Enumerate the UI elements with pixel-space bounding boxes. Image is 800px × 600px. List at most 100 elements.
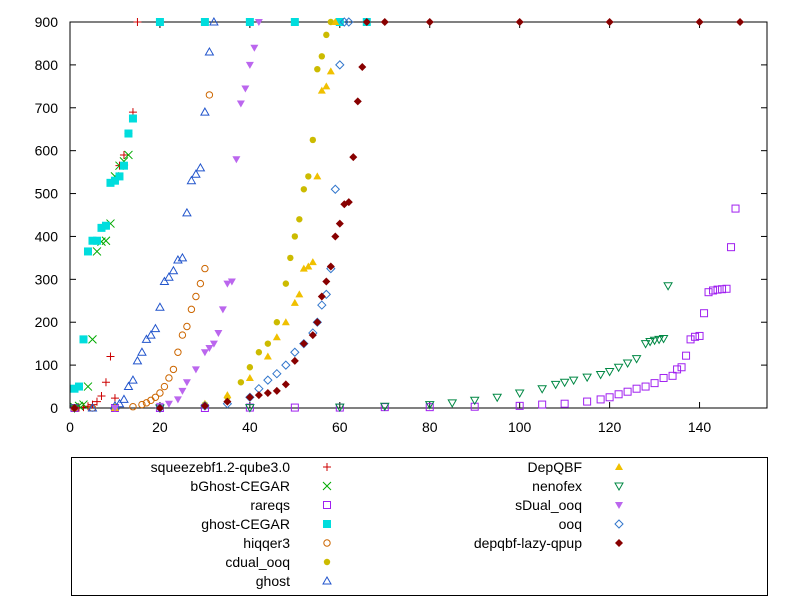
data-point bbox=[290, 356, 299, 365]
legend-label: depqbf-lazy-qpup bbox=[474, 535, 582, 551]
legend-label: ghost-CEGAR bbox=[201, 516, 290, 532]
data-point bbox=[246, 364, 254, 371]
data-point bbox=[92, 247, 102, 256]
data-point bbox=[146, 330, 156, 339]
data-point bbox=[344, 198, 353, 207]
data-point bbox=[164, 400, 173, 408]
data-point bbox=[236, 100, 245, 108]
data-point bbox=[677, 363, 686, 372]
data-point bbox=[731, 204, 740, 213]
data-point bbox=[160, 382, 169, 391]
data-point bbox=[137, 347, 147, 356]
data-point bbox=[604, 368, 615, 377]
data-point bbox=[645, 338, 655, 347]
data-point bbox=[290, 347, 300, 357]
data-point bbox=[425, 403, 434, 412]
legend-label: rareqs bbox=[250, 497, 290, 513]
data-point bbox=[335, 219, 344, 228]
data-point bbox=[83, 247, 92, 256]
data-point bbox=[447, 399, 458, 408]
data-point bbox=[331, 232, 340, 241]
data-point bbox=[195, 162, 206, 172]
data-point bbox=[187, 305, 196, 314]
tick-labels: 0 20 40 60 80 100 120 140 0 100 200 300 400 500 600 700… bbox=[35, 14, 712, 435]
y-tick-label: 300 bbox=[35, 271, 59, 287]
data-point bbox=[250, 44, 259, 52]
data-point bbox=[317, 292, 326, 301]
data-point bbox=[722, 284, 731, 293]
data-point bbox=[183, 322, 191, 331]
data-point bbox=[245, 373, 254, 381]
data-point bbox=[101, 221, 110, 230]
data-point bbox=[673, 365, 682, 374]
data-point bbox=[622, 359, 633, 368]
legend-label: DepQBF bbox=[528, 459, 582, 475]
data-point bbox=[164, 272, 174, 281]
data-point bbox=[110, 394, 119, 403]
x-tick-label: 140 bbox=[688, 419, 712, 435]
data-point bbox=[150, 323, 161, 333]
data-point bbox=[658, 335, 669, 344]
data-point bbox=[718, 285, 727, 294]
legend-marker bbox=[322, 481, 332, 491]
series-9 bbox=[110, 19, 263, 412]
data-point bbox=[204, 47, 215, 56]
data-point bbox=[537, 385, 548, 394]
data-point bbox=[264, 340, 272, 347]
data-point bbox=[92, 397, 101, 406]
data-point bbox=[654, 335, 664, 345]
data-point bbox=[331, 18, 340, 25]
legend-marker bbox=[614, 482, 624, 492]
data-point bbox=[218, 306, 227, 314]
data-point bbox=[177, 252, 188, 262]
legend-marker bbox=[323, 558, 331, 566]
data-point bbox=[515, 401, 524, 410]
data-point bbox=[110, 405, 119, 412]
data-point bbox=[560, 399, 569, 408]
data-point bbox=[649, 336, 660, 346]
data-point bbox=[119, 161, 128, 170]
data-point bbox=[205, 344, 214, 352]
data-point bbox=[358, 63, 367, 72]
data-point bbox=[110, 176, 119, 185]
data-point bbox=[425, 18, 434, 26]
data-point bbox=[568, 376, 579, 386]
data-point bbox=[322, 82, 331, 90]
data-point bbox=[209, 16, 219, 26]
legend-marker bbox=[615, 539, 623, 547]
data-point bbox=[119, 394, 129, 403]
data-point bbox=[309, 136, 317, 144]
legend-label: ghost bbox=[256, 573, 290, 589]
data-point bbox=[132, 355, 143, 365]
y-tick-label: 800 bbox=[35, 57, 59, 73]
data-point bbox=[353, 97, 362, 106]
data-point bbox=[299, 339, 308, 348]
data-point bbox=[296, 216, 303, 223]
data-point bbox=[709, 286, 718, 295]
data-point bbox=[334, 403, 345, 413]
data-point bbox=[304, 262, 313, 270]
axes bbox=[69, 21, 768, 409]
data-point bbox=[245, 404, 255, 413]
data-point bbox=[129, 403, 137, 411]
data-point bbox=[314, 65, 321, 73]
x-tick-label: 120 bbox=[598, 419, 622, 435]
legend-box bbox=[71, 457, 768, 596]
data-point bbox=[138, 400, 146, 409]
data-point bbox=[254, 19, 263, 26]
data-point bbox=[632, 384, 641, 393]
data-points bbox=[69, 16, 745, 414]
data-point bbox=[88, 335, 97, 344]
data-point bbox=[614, 390, 623, 399]
data-point bbox=[641, 382, 650, 391]
series-10 bbox=[155, 17, 354, 413]
y-tick-label: 600 bbox=[35, 143, 59, 159]
data-point bbox=[74, 382, 83, 391]
data-point bbox=[595, 371, 606, 380]
data-point bbox=[469, 396, 480, 406]
data-point bbox=[191, 366, 200, 374]
data-point bbox=[209, 340, 218, 348]
data-point bbox=[727, 243, 736, 252]
data-point bbox=[317, 86, 326, 94]
